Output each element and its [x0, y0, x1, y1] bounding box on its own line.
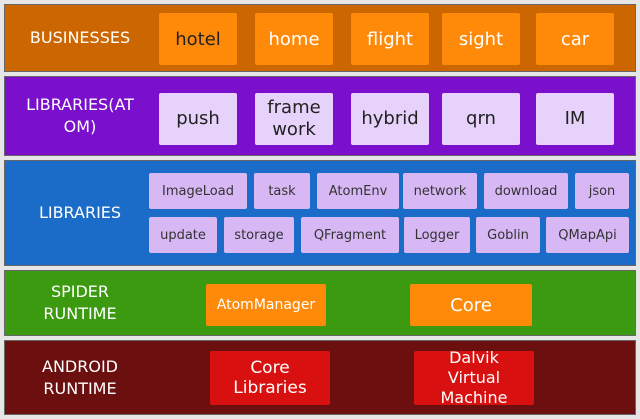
layer-spider-runtime: SPIDER RUNTIME AtomManager Core — [4, 270, 636, 336]
box-core: Core — [410, 284, 532, 326]
box-car: car — [536, 13, 614, 65]
layer-libraries: LIBRARIES ImageLoad task AtomEnv network… — [4, 160, 636, 266]
layer-title-spider-runtime: SPIDER RUNTIME — [43, 282, 117, 323]
layer-android-runtime: ANDROID RUNTIME Core Libraries Dalvik Vi… — [4, 340, 636, 415]
box-hybrid: hybrid — [351, 93, 429, 145]
layer-title-atom-libraries: LIBRARIES(AT OM) — [26, 95, 134, 136]
lib-update: update — [149, 217, 217, 253]
box-home: home — [255, 13, 333, 65]
layer-title-android-runtime: ANDROID RUNTIME — [42, 356, 118, 398]
box-framework: frame work — [255, 93, 333, 145]
lib-network: network — [403, 173, 477, 209]
layer-businesses: BUSINESSES hotel home flight sight car — [4, 4, 636, 72]
box-push: push — [159, 93, 237, 145]
lib-goblin: Goblin — [476, 217, 540, 253]
lib-logger: Logger — [404, 217, 470, 253]
lib-download: download — [484, 173, 568, 209]
box-flight: flight — [351, 13, 429, 65]
box-qrn: qrn — [442, 93, 520, 145]
lib-json: json — [575, 173, 629, 209]
lib-atomenv: AtomEnv — [317, 173, 399, 209]
box-atommanager: AtomManager — [206, 284, 326, 326]
layer-title-businesses: BUSINESSES — [29, 28, 131, 47]
lib-qfragment: QFragment — [301, 217, 399, 253]
lib-imageload: ImageLoad — [149, 173, 247, 209]
lib-storage: storage — [224, 217, 294, 253]
box-dalvik-vm: Dalvik Virtual Machine — [414, 348, 534, 407]
box-hotel: hotel — [159, 13, 237, 65]
layer-atom-libraries: LIBRARIES(AT OM) push frame work hybrid … — [4, 76, 636, 156]
box-sight: sight — [442, 13, 520, 65]
layer-title-libraries: LIBRARIES — [38, 203, 122, 222]
box-im: IM — [536, 93, 614, 145]
lib-task: task — [254, 173, 310, 209]
lib-qmapapi: QMapApi — [546, 217, 629, 253]
box-core-libraries: Core Libraries — [210, 351, 330, 405]
